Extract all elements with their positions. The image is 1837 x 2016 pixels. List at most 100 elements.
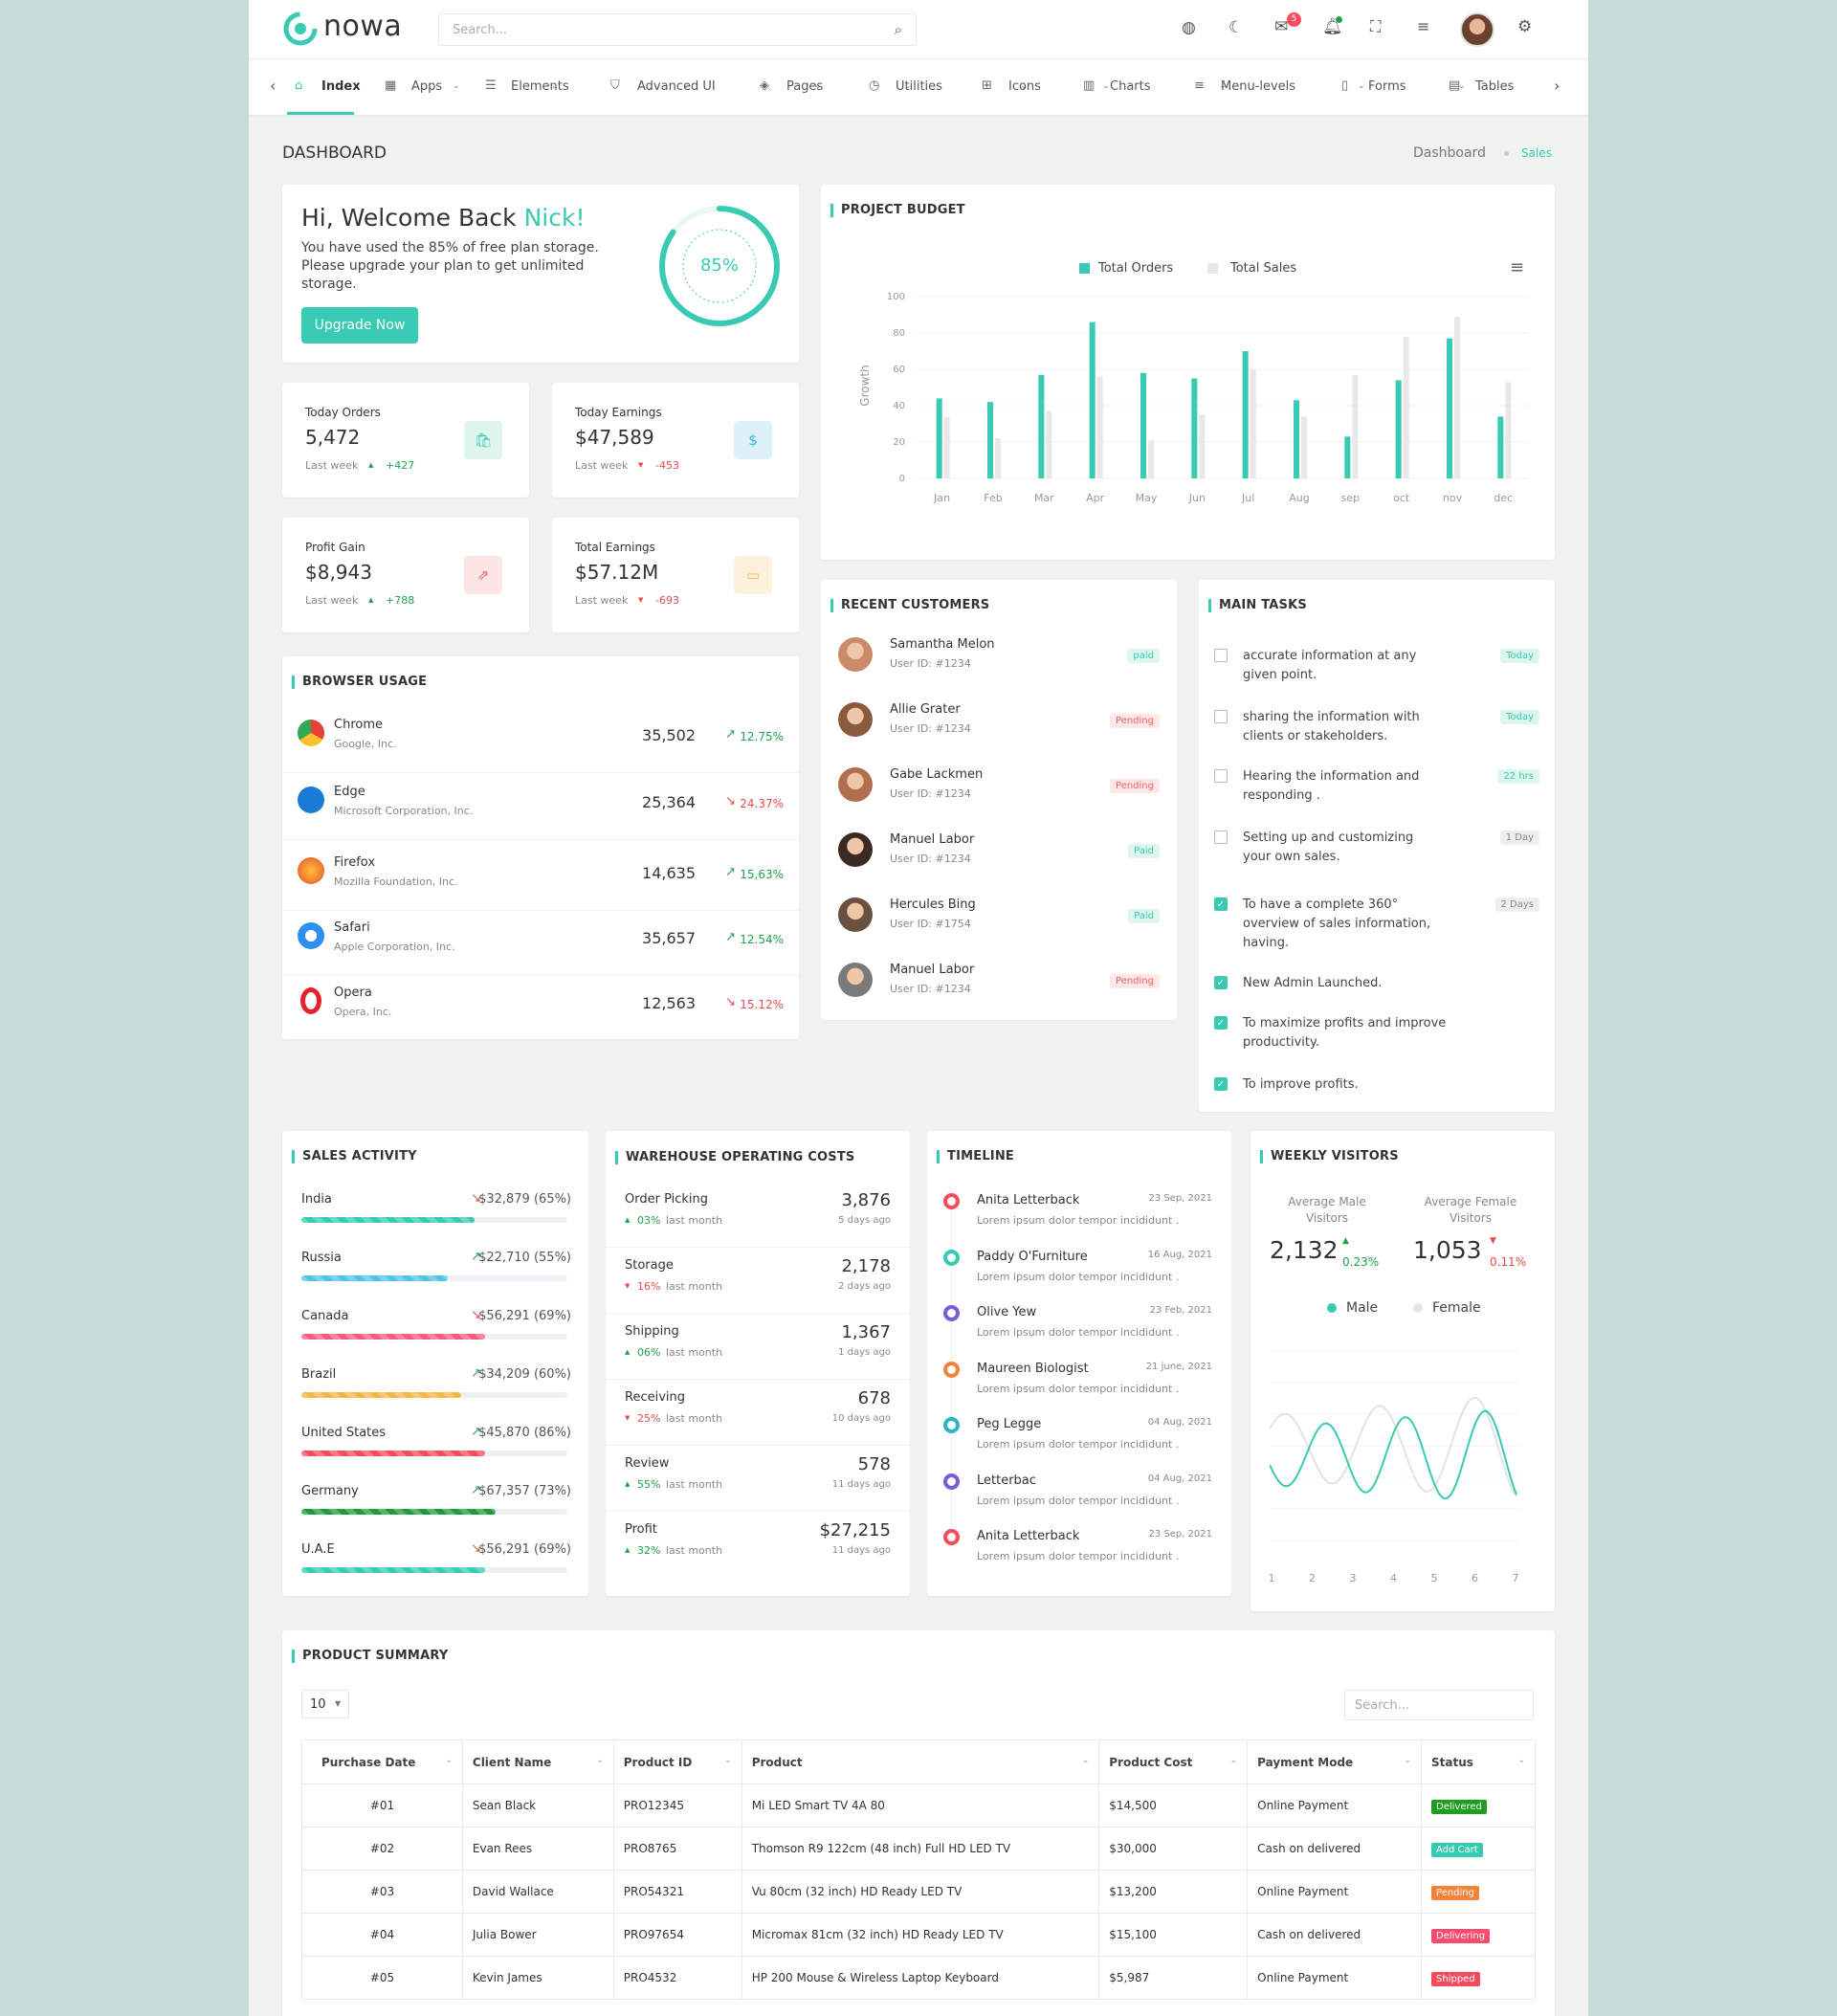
sort-chevron-icon[interactable]: ⌄ bbox=[1229, 1755, 1238, 1765]
bar-total-sales[interactable] bbox=[1454, 316, 1460, 478]
task-checkbox[interactable] bbox=[1214, 831, 1228, 844]
bar-total-sales[interactable] bbox=[943, 416, 950, 478]
nav-apps[interactable]: Apps bbox=[411, 79, 443, 94]
nav-utilities[interactable]: Utilities bbox=[896, 79, 942, 94]
table-search-input[interactable]: Search... bbox=[1344, 1690, 1534, 1720]
customer-avatar[interactable] bbox=[838, 897, 873, 932]
bar-total-orders[interactable] bbox=[1191, 378, 1198, 479]
customer-avatar[interactable] bbox=[838, 963, 873, 997]
task-checkbox[interactable] bbox=[1214, 769, 1228, 783]
column-header[interactable]: Payment Mode ⌄ bbox=[1247, 1739, 1423, 1784]
nav-index[interactable]: Index bbox=[321, 79, 361, 94]
customer-name[interactable]: Gabe Lackmen bbox=[890, 767, 984, 782]
legend-male[interactable]: Male bbox=[1346, 1300, 1379, 1316]
legend-orders[interactable]: Total Orders bbox=[1098, 261, 1174, 276]
column-header[interactable]: Product Cost ⌄ bbox=[1098, 1739, 1249, 1784]
page-size-select[interactable]: 10 ▼ bbox=[301, 1690, 349, 1718]
task-checkbox[interactable] bbox=[1214, 710, 1228, 723]
bar-total-sales[interactable] bbox=[1148, 440, 1154, 478]
table-row[interactable]: #03 David Wallace PRO54321 Vu 80cm (32 inch… bbox=[301, 1870, 1536, 1914]
upgrade-now-button[interactable]: Upgrade Now bbox=[301, 307, 418, 343]
bar-total-orders[interactable] bbox=[1038, 374, 1045, 478]
sort-chevron-icon[interactable]: ⌄ bbox=[445, 1755, 453, 1765]
search-box[interactable]: Search... ⌕ bbox=[438, 13, 917, 46]
customer-avatar[interactable] bbox=[838, 702, 873, 737]
nav-menu-levels[interactable]: Menu-levels bbox=[1221, 79, 1296, 94]
customer-name[interactable]: Manuel Labor bbox=[890, 963, 975, 977]
customer-avatar[interactable] bbox=[838, 637, 873, 672]
bar-total-orders[interactable] bbox=[1344, 436, 1351, 478]
bar-total-sales[interactable] bbox=[1199, 414, 1206, 479]
mail-icon[interactable]: ✉ bbox=[1274, 17, 1289, 36]
bar-total-orders[interactable] bbox=[1497, 416, 1504, 478]
fullscreen-icon[interactable]: ⛶ bbox=[1370, 17, 1382, 35]
bar-total-sales[interactable] bbox=[1046, 410, 1052, 478]
column-header[interactable]: Purchase Date ⌄ bbox=[301, 1739, 463, 1784]
nav-elements[interactable]: Elements bbox=[511, 79, 569, 94]
globe-icon[interactable]: ◍ bbox=[1182, 18, 1196, 37]
timeline-name[interactable]: Peg Legge bbox=[977, 1417, 1042, 1431]
table-row[interactable]: #01 Sean Black PRO12345 Mi LED Smart TV 4A … bbox=[301, 1783, 1536, 1828]
task-checkbox[interactable] bbox=[1214, 649, 1228, 662]
legend-sales[interactable]: Total Sales bbox=[1230, 261, 1297, 276]
sort-chevron-icon[interactable]: ⌄ bbox=[1081, 1755, 1090, 1765]
nav-pages[interactable]: Pages bbox=[786, 79, 824, 94]
nav-icons[interactable]: Icons bbox=[1008, 79, 1041, 94]
logo-icon[interactable] bbox=[283, 11, 318, 46]
breadcrumb-dashboard[interactable]: Dashboard bbox=[1413, 145, 1486, 161]
table-row[interactable]: #05 Kevin James PRO4532 HP 200 Mouse & Wire… bbox=[301, 1956, 1536, 2000]
bar-total-orders[interactable] bbox=[1242, 351, 1249, 478]
chart-menu-icon[interactable]: ≡ bbox=[1510, 257, 1525, 277]
bar-total-sales[interactable] bbox=[1352, 374, 1359, 478]
timeline-name[interactable]: Anita Letterback bbox=[977, 1529, 1080, 1543]
column-header[interactable]: Product ID ⌄ bbox=[612, 1739, 742, 1784]
bar-total-sales[interactable] bbox=[1403, 336, 1409, 478]
moon-icon[interactable]: ☾ bbox=[1228, 18, 1244, 37]
column-header[interactable]: Status ⌄ bbox=[1421, 1739, 1536, 1784]
settings-gear-icon[interactable]: ⚙ bbox=[1517, 17, 1533, 36]
customer-avatar[interactable] bbox=[838, 767, 873, 802]
bar-total-orders[interactable] bbox=[1140, 372, 1146, 478]
bar-total-orders[interactable] bbox=[1294, 400, 1299, 478]
bar-total-orders[interactable] bbox=[1395, 380, 1402, 478]
sort-chevron-icon[interactable]: ⌄ bbox=[596, 1755, 604, 1765]
nav-charts[interactable]: Charts bbox=[1110, 79, 1151, 94]
logo-text[interactable]: nowa bbox=[323, 10, 403, 43]
bar-total-sales[interactable] bbox=[1250, 369, 1256, 478]
timeline-name[interactable]: Anita Letterback bbox=[977, 1193, 1080, 1207]
search-icon[interactable]: ⌕ bbox=[894, 21, 902, 38]
nav-advanced-ui[interactable]: Advanced UI bbox=[637, 79, 716, 94]
timeline-name[interactable]: Olive Yew bbox=[977, 1305, 1037, 1319]
bar-total-sales[interactable] bbox=[1505, 382, 1512, 478]
table-row[interactable]: #04 Julia Bower PRO97654 Micromax 81cm (32 … bbox=[301, 1913, 1536, 1957]
column-header[interactable]: Client Name ⌄ bbox=[461, 1739, 614, 1784]
table-row[interactable]: #02 Evan Rees PRO8765 Thomson R9 122cm (48 … bbox=[301, 1827, 1536, 1871]
task-checkbox[interactable]: ✓ bbox=[1214, 897, 1228, 911]
sort-chevron-icon[interactable]: ⌄ bbox=[1404, 1755, 1412, 1765]
bar-total-orders[interactable] bbox=[936, 398, 942, 478]
customer-name[interactable]: Samantha Melon bbox=[890, 637, 995, 652]
customer-name[interactable]: Manuel Labor bbox=[890, 832, 975, 847]
timeline-name[interactable]: Paddy O'Furniture bbox=[977, 1249, 1088, 1264]
bar-total-sales[interactable] bbox=[995, 438, 1001, 478]
timeline-name[interactable]: Letterbac bbox=[977, 1473, 1036, 1488]
menu-lines-icon[interactable]: ≡ bbox=[1417, 17, 1430, 35]
customer-avatar[interactable] bbox=[838, 832, 873, 867]
nav-tables[interactable]: Tables bbox=[1475, 79, 1515, 94]
legend-female[interactable]: Female bbox=[1432, 1300, 1481, 1316]
bar-total-sales[interactable] bbox=[1096, 376, 1103, 478]
customer-name[interactable]: Allie Grater bbox=[890, 702, 961, 717]
task-checkbox[interactable]: ✓ bbox=[1214, 1077, 1228, 1091]
sort-chevron-icon[interactable]: ⌄ bbox=[724, 1755, 732, 1765]
bar-total-orders[interactable] bbox=[987, 402, 993, 478]
nav-next-chevron-icon[interactable]: › bbox=[1554, 77, 1560, 95]
user-avatar[interactable] bbox=[1460, 12, 1494, 47]
bar-total-sales[interactable] bbox=[1301, 416, 1307, 478]
customer-name[interactable]: Hercules Bing bbox=[890, 897, 976, 912]
task-checkbox[interactable]: ✓ bbox=[1214, 976, 1228, 989]
task-checkbox[interactable]: ✓ bbox=[1214, 1016, 1228, 1030]
bar-total-orders[interactable] bbox=[1447, 338, 1452, 478]
nav-prev-chevron-icon[interactable]: ‹ bbox=[270, 77, 277, 95]
timeline-name[interactable]: Maureen Biologist bbox=[977, 1361, 1089, 1376]
column-header[interactable]: Product ⌄ bbox=[741, 1739, 1100, 1784]
